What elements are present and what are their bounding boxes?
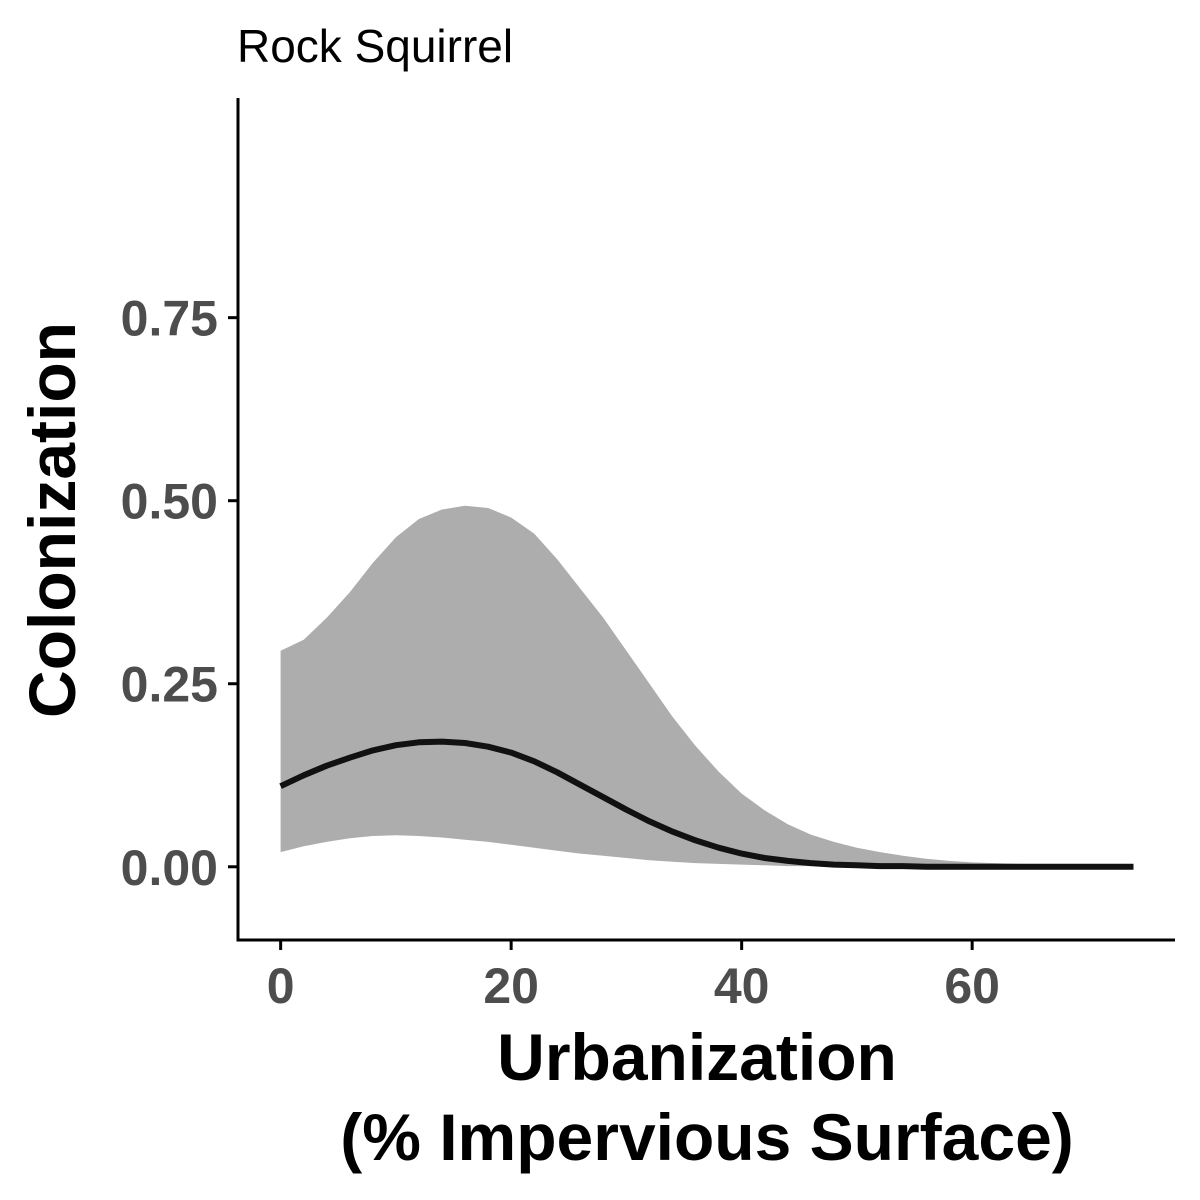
- x-tick-label: 60: [944, 958, 1000, 1014]
- x-axis-title-line-2: (% Impervious Surface): [340, 1100, 1074, 1174]
- plot-area: [279, 505, 1134, 870]
- axes: 0.00 0.25 0.50 0.75 0 20 40 60: [121, 98, 1175, 1014]
- confidence-ribbon: [280, 505, 1134, 867]
- x-tick-label: 0: [267, 958, 295, 1014]
- x-tick-label: 20: [483, 958, 539, 1014]
- y-tick-label: 0.25: [121, 657, 218, 713]
- x-axis-title-line-1: Urbanization: [497, 1020, 897, 1094]
- y-tick-label: 0.75: [121, 291, 218, 347]
- y-tick-label: 0.50: [121, 474, 218, 530]
- chart-title: Rock Squirrel: [237, 20, 513, 72]
- y-axis-title: Colonization: [15, 322, 89, 718]
- fitted-line: [279, 738, 1134, 870]
- y-tick-label: 0.00: [121, 840, 218, 896]
- x-tick-label: 40: [714, 958, 770, 1014]
